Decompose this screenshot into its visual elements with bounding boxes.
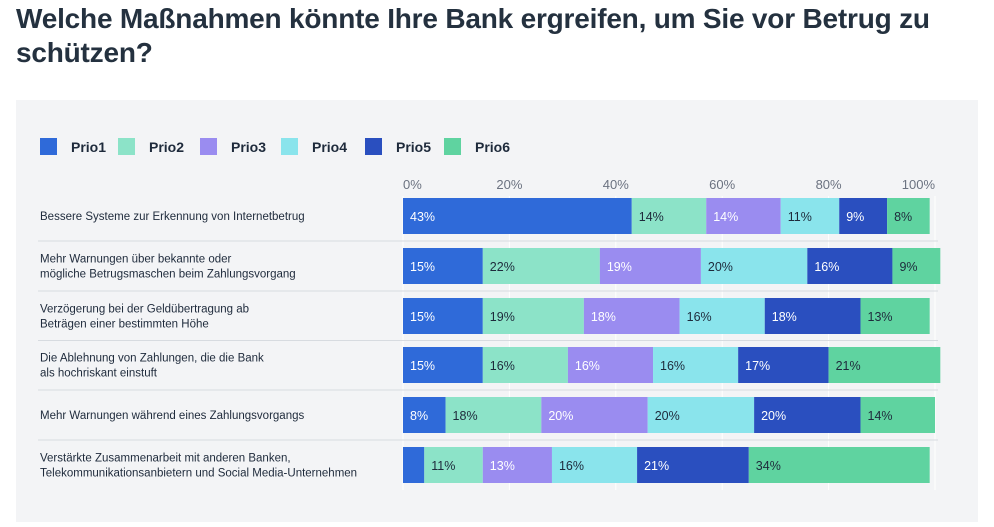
data-label: 20% xyxy=(708,260,733,274)
bar-segment-prio2 xyxy=(424,447,483,483)
bar-segment-prio4 xyxy=(700,248,808,284)
legend-swatch-prio2 xyxy=(118,138,135,155)
data-label: 19% xyxy=(607,260,632,274)
data-label: 8% xyxy=(410,409,428,423)
legend-label-prio5: Prio5 xyxy=(396,139,431,155)
data-label: 21% xyxy=(836,359,861,373)
data-label: 14% xyxy=(639,210,664,224)
page-title: Welche Maßnahmen könnte Ihre Bank ergrei… xyxy=(16,3,930,68)
bar-segment-prio2 xyxy=(631,198,707,234)
data-label: 14% xyxy=(713,210,738,224)
data-label: 34% xyxy=(756,459,781,473)
data-label: 18% xyxy=(453,409,478,423)
bar-segment-prio3 xyxy=(706,198,781,234)
bar-segment-prio6 xyxy=(860,397,935,433)
bar-segment-prio5 xyxy=(738,347,829,383)
bar-segment-prio2 xyxy=(445,397,542,433)
bar-segment-prio4 xyxy=(679,298,765,334)
bar-segment-prio6 xyxy=(748,447,930,483)
bar-segment-prio3 xyxy=(583,298,680,334)
bar-segment-prio3 xyxy=(599,248,701,284)
legend-label-prio6: Prio6 xyxy=(475,139,510,155)
data-label: 11% xyxy=(788,210,812,224)
data-label: 20% xyxy=(548,409,573,423)
bar-segment-prio4 xyxy=(780,198,840,234)
legend-swatch-prio5 xyxy=(365,138,382,155)
data-label: 17% xyxy=(745,359,770,373)
bar-segment-prio3 xyxy=(567,347,654,383)
bar-segment-prio5 xyxy=(807,248,893,284)
bar-segment-prio5 xyxy=(764,298,861,334)
x-tick-label: 60% xyxy=(709,177,735,192)
data-label: 9% xyxy=(899,260,917,274)
row-label: Bessere Systeme zur Erkennung von Intern… xyxy=(40,211,305,223)
data-label: 20% xyxy=(655,409,680,423)
data-label: 18% xyxy=(772,310,797,324)
x-tick-label: 40% xyxy=(603,177,629,192)
data-label: 13% xyxy=(868,310,893,324)
data-label: 20% xyxy=(761,409,786,423)
bar-segment-prio1 xyxy=(403,248,483,284)
data-label: 15% xyxy=(410,260,435,274)
bar-segment-prio5 xyxy=(637,447,749,483)
legend-label-prio2: Prio2 xyxy=(149,139,184,155)
data-label: 8% xyxy=(894,210,912,224)
row-label: Verzögerung bei der Geldübertragung ab Be… xyxy=(40,304,249,331)
data-label: 21% xyxy=(644,459,669,473)
x-tick-label: 100% xyxy=(902,177,936,192)
bar-segment-prio3 xyxy=(541,397,648,433)
bar-segment-prio2 xyxy=(482,248,600,284)
legend-swatch-prio3 xyxy=(200,138,217,155)
data-label: 16% xyxy=(575,359,600,373)
bar-segment-prio5 xyxy=(754,397,861,433)
data-label: 16% xyxy=(490,359,515,373)
x-tick-label: 80% xyxy=(816,177,842,192)
bar-segment-prio2 xyxy=(482,298,584,334)
bar-segment-prio6 xyxy=(860,298,930,334)
legend-swatch-prio6 xyxy=(444,138,461,155)
data-label: 43% xyxy=(410,210,435,224)
bar-segment-prio4 xyxy=(551,447,638,483)
legend-label-prio3: Prio3 xyxy=(231,139,266,155)
bar-segment-prio5 xyxy=(839,198,888,234)
data-label: 19% xyxy=(490,310,515,324)
bar-segment-prio1 xyxy=(403,347,483,383)
bar-segment-prio1 xyxy=(403,298,483,334)
data-label: 11% xyxy=(431,459,455,473)
bar-segment-prio1 xyxy=(403,447,425,483)
data-label: 22% xyxy=(490,260,515,274)
legend-label-prio1: Prio1 xyxy=(71,139,106,155)
stacked-bar-chart: Prio1 Prio2 Prio3 Prio4 Prio5 Prio6 0% 20% 40% 60… xyxy=(38,138,941,490)
x-tick-label: 0% xyxy=(403,177,422,192)
data-label: 16% xyxy=(660,359,685,373)
data-label: 16% xyxy=(814,260,839,274)
data-label: 15% xyxy=(410,359,435,373)
bar-segment-prio2 xyxy=(482,347,568,383)
data-label: 13% xyxy=(490,459,515,473)
row-label: Die Ablehnung von Zahlungen, die die Ban… xyxy=(40,353,264,380)
bar-segment-prio1 xyxy=(403,397,446,433)
bar-segment-prio1 xyxy=(403,198,632,234)
chart-panel: Prio1 Prio2 Prio3 Prio4 Prio5 Prio6 0% 20% 40% 60… xyxy=(16,100,978,522)
bar-segment-prio6 xyxy=(828,347,941,383)
data-label: 18% xyxy=(591,310,616,324)
legend-swatch-prio1 xyxy=(40,138,57,155)
data-label: 16% xyxy=(559,459,584,473)
data-label: 14% xyxy=(868,409,893,423)
bar-segment-prio6 xyxy=(892,248,941,284)
bar-segment-prio6 xyxy=(887,198,930,234)
data-label: 9% xyxy=(846,210,864,224)
bar-segment-prio3 xyxy=(482,447,552,483)
legend-label-prio4: Prio4 xyxy=(312,139,347,155)
data-label: 16% xyxy=(687,310,712,324)
x-tick-label: 20% xyxy=(496,177,522,192)
legend-swatch-prio4 xyxy=(281,138,298,155)
bar-segment-prio4 xyxy=(653,347,739,383)
bar-segment-prio4 xyxy=(647,397,755,433)
row-label: Verstärkte Zusammenarbeit mit anderen Ba… xyxy=(40,453,357,480)
row-label: Mehr Warnungen über bekannte oder möglich… xyxy=(40,254,296,281)
row-label: Mehr Warnungen während eines Zahlungsvor… xyxy=(40,410,304,422)
data-label: 15% xyxy=(410,310,435,324)
